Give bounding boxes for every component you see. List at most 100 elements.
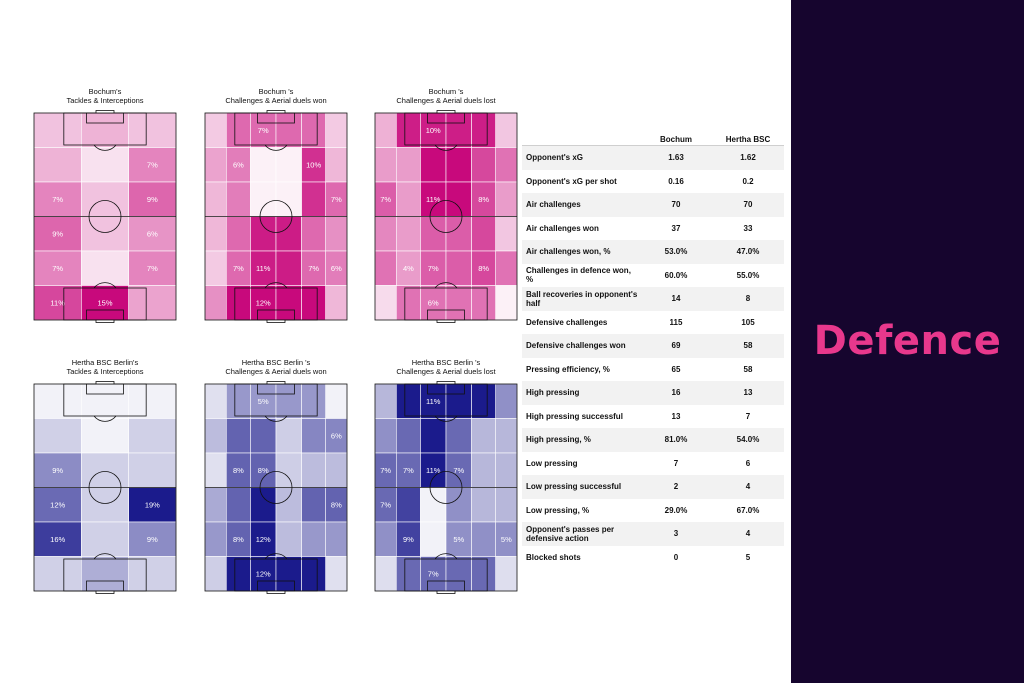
heatmap-cell [325,452,348,488]
pitch-markings [33,110,177,323]
heatmap-cell [301,250,326,286]
table-row: Low pressing successful 2 4 [522,475,784,499]
heatmap-cell-label: 7% [331,195,342,204]
table-cell-team-b: 58 [743,364,753,374]
heatmap-cell [471,556,496,592]
heatmap-cell [420,181,447,217]
heatmap-cell [420,556,447,592]
heatmap-title: Bochum 's Challenges & Aerial duels won [225,87,327,105]
table-row: Blocked shots 0 5 [522,546,784,570]
penalty-arc-bottom [434,282,458,289]
heatmap-cell [301,556,326,592]
heatmap-cell [420,452,447,488]
table-row: Low pressing, % 29.0% 67.0% [522,499,784,523]
heatmap-cell-label: 9% [52,229,63,238]
heatmap-cell [374,250,397,286]
table-cell-metric: Air challenges won [526,223,599,233]
heatmap-cell [81,418,129,454]
table-cell-team-a: 29.0% [664,505,688,515]
heatmap-cell [204,418,227,454]
heatmap-title: Hertha BSC Berlin 's Challenges & Aerial … [396,358,496,376]
heatmap-cell [301,181,326,217]
heatmap-cell-label: 6% [331,264,342,273]
table-cell-metric: Opponent's xG per shot [526,176,617,186]
pitch-svg: 10% 7% 11% 8% 4% 7% 8% 6% [374,110,518,323]
heatmap-cell-label: 5% [453,535,464,544]
heatmap-cell [275,181,302,217]
table-cell-metric: Ball recoveries in opponent's half [522,287,640,311]
table-header-row: Bochum Hertha BSC [522,133,784,146]
penalty-arc-bottom [264,282,288,289]
heatmap-cell-label: 6% [147,229,158,238]
heatmap-cell [495,250,518,286]
heatmap-cell [395,285,421,321]
heatmap-cell [81,487,129,523]
pitch-markings [374,110,518,323]
heatmap-cell [225,487,251,523]
heatmap-cell-label: 11% [426,195,441,204]
heatmap-cell-label: 7% [147,160,158,169]
table-row: High pressing successful 13 7 [522,405,784,429]
heatmap-cell [471,452,496,488]
heatmap-cell [33,216,82,252]
heatmap-cell [81,250,129,286]
heatmap-cell [325,147,348,183]
pitch-svg: 5% 6% 8% 8% 8% 8% 12% 12% [204,381,348,594]
goal-bottom [266,319,286,323]
heatmap-cell [395,556,421,592]
heatmap-cell [301,521,326,557]
penalty-arc-top [264,415,288,422]
heatmap-cell-label: 8% [478,195,489,204]
heatmap-cell [250,452,277,488]
heatmap-cell [374,521,397,557]
pitch-markings [374,381,518,594]
table-cell-metric: Defensive challenges won [522,334,640,358]
heatmap-cell-label: 7% [233,264,244,273]
heatmap-cell [420,383,447,419]
heatmap-cell-label: 7% [52,195,63,204]
heatmap-cell [445,418,472,454]
heatmap-cell [81,112,129,148]
heatmap-cell [275,250,302,286]
heatmap-cell-label: 7% [380,466,391,475]
table-cell-team-a: 81.0% [640,428,712,452]
heatmap-cell [225,285,251,321]
table-row: Air challenges won 37 33 [522,217,784,241]
pitch-markings [33,381,177,594]
heatmap-cell [445,112,472,148]
heatmap-cell [275,216,302,252]
heatmap-cell [395,487,421,523]
heatmap-cell [495,147,518,183]
heatmap-cell [225,556,251,592]
heatmap-cell-label: 7% [453,466,464,475]
table-row: Challenges in defence won, % 60.0% 55.0% [522,264,784,288]
heatmap-cell-label: 8% [233,535,244,544]
heatmap-cell-label: 19% [145,500,160,509]
heatmap-cell [250,181,277,217]
heatmap-cell-label: 6% [331,431,342,440]
heatmap-cell-label: 7% [380,195,391,204]
heatmap-cell [325,216,348,252]
table-cell-team-b: 4 [712,475,784,499]
heatmap-cell [204,487,227,523]
heatmap-cell [301,216,326,252]
heatmap-cell-label: 6% [233,160,244,169]
pitch-svg: 9% 12% 19% 16% 9% [33,381,177,594]
heatmap-cell [495,556,518,592]
heatmap-cell [33,250,82,286]
heatmap-cell-label: 16% [50,535,65,544]
table-cell-team-b: 70 [712,193,784,217]
heatmap-cell [301,452,326,488]
heatmap-cell [301,487,326,523]
table-cell-team-b: 5 [745,552,751,562]
heatmap-cell [395,181,421,217]
heatmap-cell [445,285,472,321]
penalty-arc-bottom [93,553,117,560]
table-cell-team-a: 2 [640,475,712,499]
heatmap-cell [225,521,251,557]
heatmap-cell [33,112,82,148]
table-cell-team-a: 3 [640,522,712,546]
heatmap-cell-label: 9% [403,535,414,544]
penalty-arc-top [93,415,117,422]
heatmap-cell [301,383,326,419]
